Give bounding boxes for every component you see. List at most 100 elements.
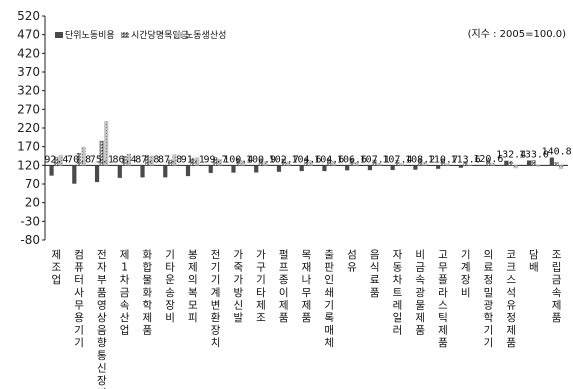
axes: 520 470 420 370 320 270 220 170 120 70 20 -30 -80 (17, 9, 568, 247)
bar-labor-productivity (490, 163, 495, 166)
bar-labor-productivity (240, 160, 245, 166)
bar-hourly-wage (190, 157, 195, 166)
bar-hourly-wage (395, 160, 400, 166)
bar-unit-labor-cost (367, 165, 373, 171)
bar-labor-productivity (331, 160, 336, 166)
bar-unit-labor-cost (458, 165, 463, 168)
bar-labor-productivity (104, 121, 109, 166)
bar-hourly-wage (349, 158, 354, 166)
bar-hourly-wage (486, 159, 491, 166)
y-tick-label: 370 (17, 65, 40, 79)
data-label: 132.4 (496, 150, 526, 161)
bar-unit-labor-cost (117, 165, 122, 178)
bar-hourly-wage (213, 157, 218, 166)
data-label: 102.7 (269, 154, 299, 165)
bar-unit-labor-cost (163, 165, 168, 178)
bar-hourly-wage (440, 158, 445, 166)
bar-unit-labor-cost (140, 165, 145, 178)
data-label: 100.9 (246, 154, 276, 165)
bar-hourly-wage (122, 156, 127, 166)
bar-labor-productivity (445, 163, 450, 166)
bar-hourly-wage (531, 160, 536, 166)
data-label: 104.6 (314, 154, 344, 165)
bar-unit-labor-cost (413, 165, 418, 170)
index-note: (지수 : 2005=100.0) (468, 28, 566, 40)
data-label: 133.0 (519, 149, 549, 160)
bar-hourly-wage (304, 157, 309, 166)
bar-unit-labor-cost (549, 157, 554, 166)
legend-swatch (175, 32, 183, 38)
bar-hourly-wage (145, 154, 150, 166)
bar-unit-labor-cost (390, 165, 395, 171)
bar-labor-productivity (58, 154, 63, 166)
bar-labor-productivity (513, 165, 518, 169)
bar-unit-labor-cost (231, 165, 236, 173)
y-tick-label: 320 (17, 84, 40, 98)
data-label: 100.4 (223, 154, 253, 165)
bars (49, 121, 564, 184)
bar-hourly-wage (235, 157, 241, 166)
bar-hourly-wage (54, 157, 59, 166)
bar-hourly-wage (99, 140, 104, 166)
y-tick-label: 220 (17, 121, 40, 135)
bar-hourly-wage (167, 159, 172, 166)
data-label: 120.6 (473, 154, 503, 165)
data-label: 113.6 (451, 154, 481, 165)
bar-unit-labor-cost (436, 165, 441, 169)
y-tick-label: 470 (17, 28, 40, 42)
legend-label: 노동생산성 (185, 30, 226, 41)
bar-unit-labor-cost (526, 160, 532, 166)
bar-labor-productivity (149, 155, 154, 166)
bar-labor-productivity (377, 163, 382, 166)
bar-labor-productivity (81, 146, 86, 166)
bar-labor-productivity (126, 153, 132, 166)
bar-hourly-wage (281, 158, 286, 166)
data-label: 107.1 (360, 154, 390, 165)
data-label: 140.8 (542, 147, 572, 158)
data-label: 92.4 (44, 154, 68, 165)
bar-unit-labor-cost (94, 165, 100, 183)
data-label: 107.4 (382, 154, 412, 165)
data-label: 108.2 (405, 154, 435, 165)
data-label: 91.1 (181, 154, 205, 165)
bar-unit-labor-cost (299, 165, 304, 172)
data-label: 87.8 (135, 154, 159, 165)
data-label: 110.7 (428, 154, 458, 165)
data-label: 86.4 (113, 154, 137, 165)
bar-unit-labor-cost (504, 160, 509, 166)
y-tick-label: 120 (17, 158, 40, 172)
bar-labor-productivity (195, 157, 200, 166)
bar-unit-labor-cost (49, 165, 54, 176)
category-label: 전자부품영상음향통신장비 (97, 249, 107, 389)
y-tick-label: 70 (25, 177, 40, 191)
data-label: 70.8 (67, 154, 91, 165)
bar-hourly-wage (372, 159, 377, 166)
bar-unit-labor-cost (322, 165, 327, 172)
data-label: 87.8 (158, 154, 182, 165)
y-tick-label: -80 (20, 233, 40, 247)
bar-unit-labor-cost (345, 165, 350, 171)
y-tick-label: 520 (17, 9, 40, 23)
bar-labor-productivity (286, 161, 291, 166)
y-tick-label: 270 (17, 102, 40, 116)
